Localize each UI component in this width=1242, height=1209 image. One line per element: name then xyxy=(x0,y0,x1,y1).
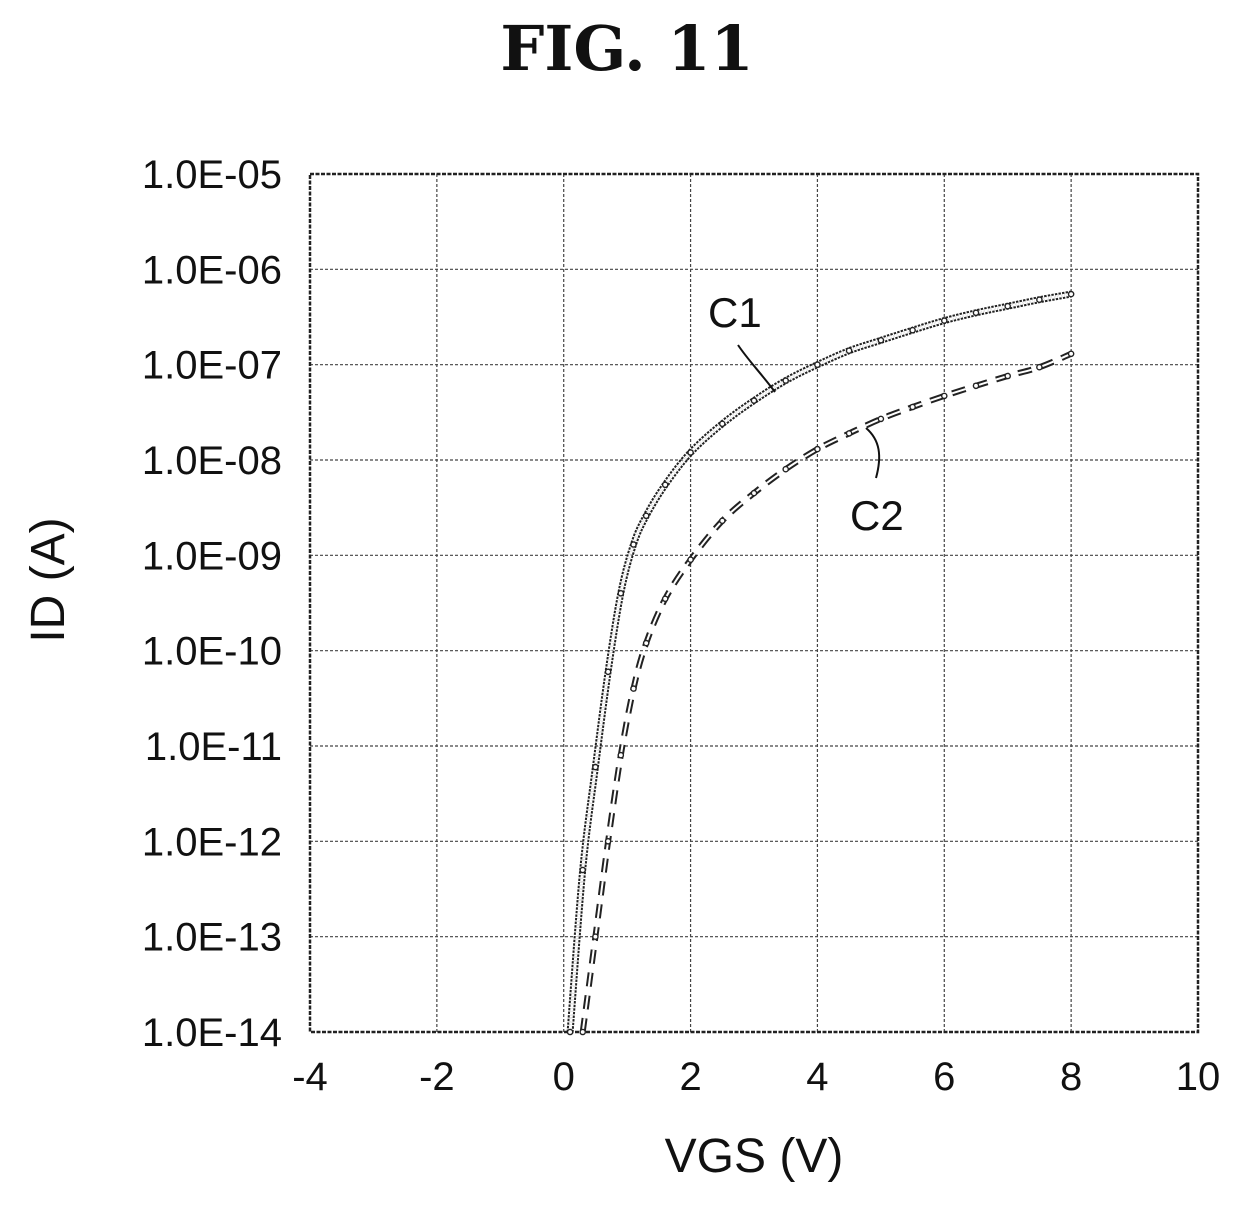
series-c2-point xyxy=(782,465,790,473)
x-tick-label: -4 xyxy=(292,1055,328,1099)
series-layer xyxy=(566,290,1075,1036)
series-c1-point xyxy=(877,336,885,344)
x-axis-label: VGS (V) xyxy=(665,1130,844,1183)
series-c1-point xyxy=(661,481,669,489)
series-c2-point xyxy=(579,1028,587,1036)
y-axis-label: ID (A) xyxy=(22,517,75,642)
series-c2-line xyxy=(579,351,1073,1033)
series-c2-point xyxy=(719,517,726,525)
y-tick-label: 1.0E-08 xyxy=(142,439,282,483)
x-tick-label: 8 xyxy=(1060,1055,1082,1099)
y-tick-label: 1.0E-09 xyxy=(142,534,282,578)
series-c1-point xyxy=(719,420,726,428)
series-c2-point xyxy=(630,685,637,692)
series-c1-point xyxy=(566,1028,574,1036)
series-c2-point xyxy=(845,430,853,437)
series-c1-point xyxy=(630,541,637,548)
x-tick-labels: -4 -2 0 2 4 6 8 10 xyxy=(292,1055,1220,1099)
series-c2-point xyxy=(687,556,694,564)
y-tick-label: 1.0E-13 xyxy=(142,916,282,960)
series-c1-point xyxy=(604,668,612,676)
series-c2-point xyxy=(1067,350,1075,358)
series-c2-point xyxy=(1036,363,1043,371)
series-c2-marker-fill xyxy=(581,352,1072,1033)
series-c1-line xyxy=(566,290,1072,1033)
y-tick-label: 1.0E-05 xyxy=(142,153,282,197)
y-tick-label: 1.0E-07 xyxy=(142,344,282,388)
series-c1-point xyxy=(1067,290,1075,298)
series-c1-point xyxy=(909,326,916,334)
series-c1-point xyxy=(642,512,650,520)
x-tick-label: 2 xyxy=(679,1055,701,1099)
c1-leader-line xyxy=(737,344,776,393)
y-tick-label: 1.0E-12 xyxy=(142,820,282,864)
series-c2-point xyxy=(617,751,625,759)
series-c1-point xyxy=(1036,296,1043,304)
series-c1-point xyxy=(782,377,790,384)
x-tick-label: -2 xyxy=(419,1055,455,1099)
y-tick-label: 1.0E-11 xyxy=(145,725,282,769)
series-c2-point xyxy=(972,382,980,390)
y-tick-label: 1.0E-10 xyxy=(142,630,282,674)
series-c2-point xyxy=(814,445,821,453)
series-c1-point xyxy=(750,397,758,404)
series-c1-point xyxy=(579,866,587,874)
series-c2-point xyxy=(642,639,650,647)
series-c1-point xyxy=(592,763,599,771)
series-c2-point xyxy=(661,595,669,603)
series-c2-point xyxy=(750,489,758,497)
series-c2-point xyxy=(1004,372,1012,380)
series-c1-point xyxy=(814,361,821,369)
figure-title: FIG. 11 xyxy=(500,12,753,85)
x-tick-label: 4 xyxy=(806,1055,828,1099)
plot-frame xyxy=(308,172,1200,1034)
series-c1-point xyxy=(972,309,980,317)
series-c1-point xyxy=(845,347,853,355)
y-tick-labels: 1.0E-05 1.0E-06 1.0E-07 1.0E-08 1.0E-09 1.0E-… xyxy=(142,153,282,1055)
series-c1-point xyxy=(1004,302,1012,310)
series-c1-point xyxy=(617,590,625,597)
series-c1-marker-fill xyxy=(568,292,1072,1033)
series-c2-point xyxy=(604,838,612,845)
series-c1-point xyxy=(687,449,694,456)
c1-label: C1 xyxy=(708,289,762,336)
c2-leader-line xyxy=(865,427,881,479)
y-tick-label: 1.0E-14 xyxy=(142,1011,282,1055)
x-tick-label: 10 xyxy=(1176,1055,1221,1099)
series-c2-point xyxy=(592,933,599,941)
c2-label: C2 xyxy=(850,492,904,539)
series-c1-point xyxy=(941,317,948,324)
x-tick-label: 6 xyxy=(933,1055,955,1099)
series-c2-point xyxy=(877,415,885,423)
y-tick-label: 1.0E-06 xyxy=(142,248,282,292)
series-c2-point xyxy=(909,403,916,411)
x-tick-label: 0 xyxy=(553,1055,575,1099)
series-c2-point xyxy=(941,392,948,400)
